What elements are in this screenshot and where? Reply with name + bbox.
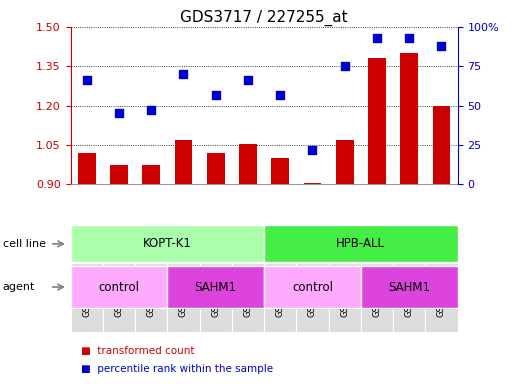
Bar [175, 140, 192, 184]
Bar [361, 266, 458, 308]
Point [405, 35, 413, 41]
Text: GSM455119: GSM455119 [308, 266, 317, 317]
Point [179, 71, 188, 77]
Text: GSM455123: GSM455123 [244, 266, 253, 317]
Bar [264, 266, 361, 308]
Point [211, 91, 220, 98]
Point [373, 35, 381, 41]
Text: GSM455122: GSM455122 [211, 266, 220, 317]
Bar [393, 263, 425, 332]
Point [244, 77, 252, 83]
Text: HPB-ALL: HPB-ALL [336, 237, 385, 250]
Title: GDS3717 / 227255_at: GDS3717 / 227255_at [180, 9, 348, 25]
Bar [103, 263, 135, 332]
Text: GSM455115: GSM455115 [82, 266, 91, 317]
Bar [297, 263, 328, 332]
Bar [232, 263, 264, 332]
Bar [433, 106, 450, 184]
Text: SAHM1: SAHM1 [388, 281, 430, 293]
Text: control: control [98, 281, 140, 293]
Bar [425, 263, 458, 332]
Bar [304, 183, 321, 184]
Bar [271, 158, 289, 184]
Point [437, 43, 446, 49]
Point [340, 63, 349, 69]
Point [115, 111, 123, 117]
Bar [368, 58, 386, 184]
Bar [401, 53, 418, 184]
Text: agent: agent [3, 282, 35, 292]
Text: GSM455126: GSM455126 [437, 266, 446, 317]
Bar [78, 153, 96, 184]
Text: GSM455118: GSM455118 [276, 266, 285, 317]
Text: GSM455116: GSM455116 [115, 266, 123, 317]
Bar [110, 165, 128, 184]
Point [309, 147, 317, 153]
Bar [167, 266, 264, 308]
Point [276, 91, 285, 98]
Bar [135, 263, 167, 332]
Bar [336, 140, 354, 184]
Text: GSM455125: GSM455125 [405, 266, 414, 317]
Text: SAHM1: SAHM1 [195, 281, 237, 293]
Bar [142, 165, 160, 184]
Text: GSM455117: GSM455117 [147, 266, 156, 317]
Text: control: control [292, 281, 333, 293]
Text: GSM455124: GSM455124 [372, 266, 381, 317]
Text: GSM455120: GSM455120 [340, 266, 349, 317]
Text: GSM455121: GSM455121 [179, 266, 188, 317]
Text: ■  percentile rank within the sample: ■ percentile rank within the sample [81, 364, 273, 374]
Bar [71, 263, 103, 332]
Bar [207, 153, 224, 184]
Point [147, 107, 155, 113]
Bar [167, 263, 200, 332]
Bar [71, 266, 167, 308]
Bar [328, 263, 361, 332]
Bar [200, 263, 232, 332]
Text: cell line: cell line [3, 239, 46, 249]
Point [83, 77, 91, 83]
Bar [239, 144, 257, 184]
Bar [361, 263, 393, 332]
Text: KOPT-K1: KOPT-K1 [143, 237, 192, 250]
Bar [264, 263, 297, 332]
Bar [71, 225, 264, 262]
Bar [264, 225, 458, 262]
Text: ■  transformed count: ■ transformed count [81, 346, 195, 356]
